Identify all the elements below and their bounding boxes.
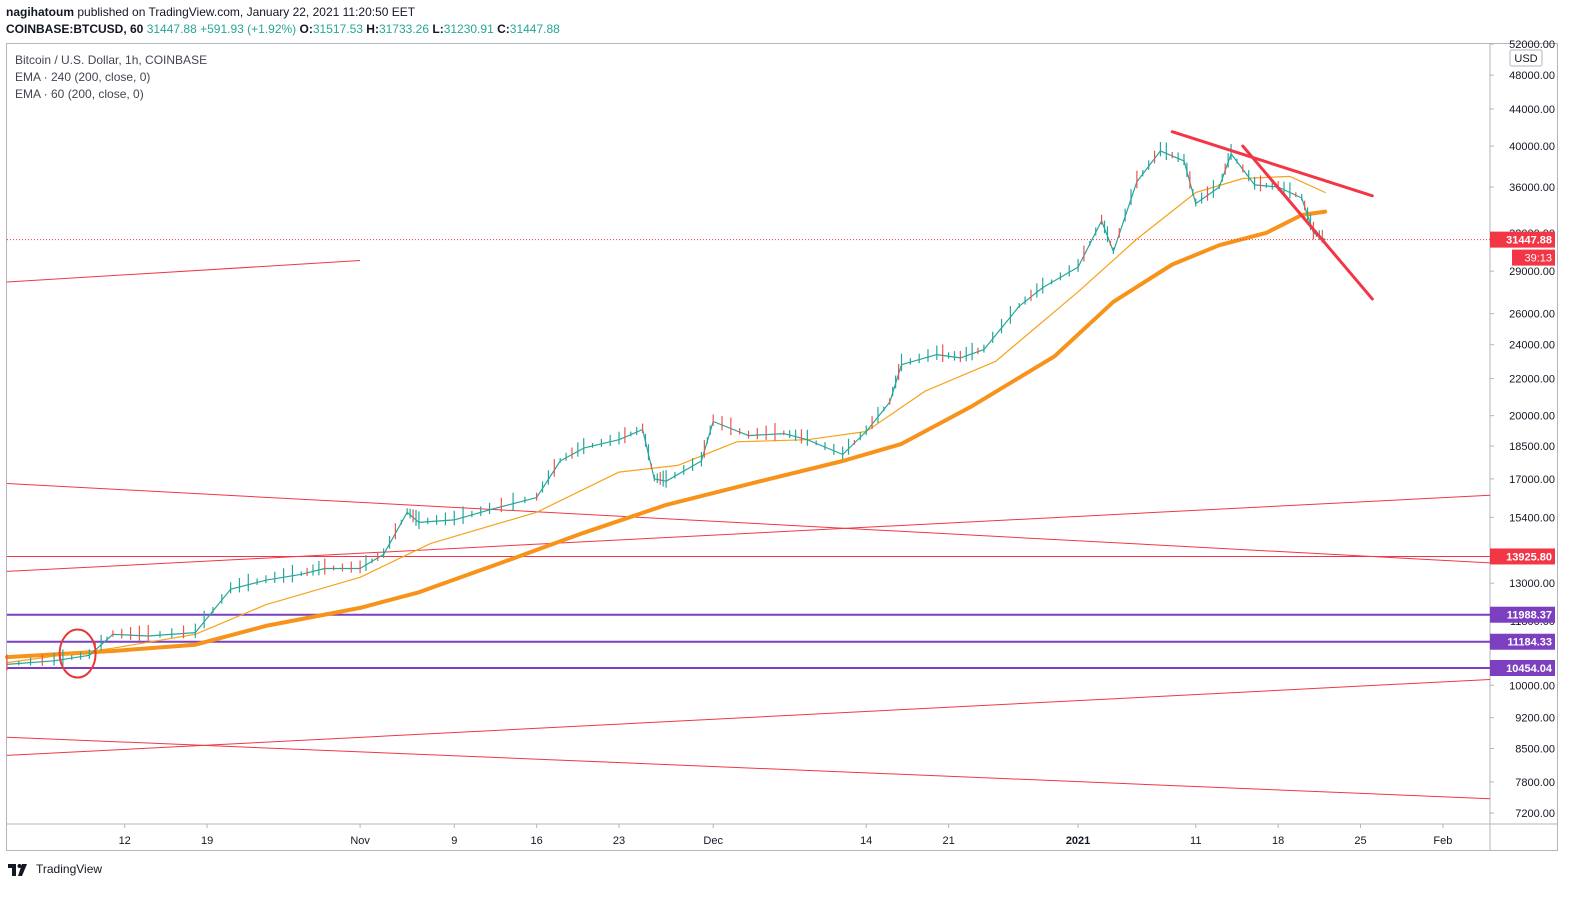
x-tick-label: 11 [1190,835,1201,847]
last-price-badge [1490,231,1555,248]
y-tick-label: 15400.00 [1509,512,1555,524]
legend-ema60[interactable]: EMA · 60 (200, close, 0) [15,87,144,101]
ohlc-line: COINBASE:BTCUSD, 60 31447.88 +591.93 (+1… [6,21,560,37]
trendline-thick[interactable] [1241,144,1374,301]
x-tick-label: 21 [942,835,954,847]
legend-ema240[interactable]: EMA · 240 (200, close, 0) [15,70,151,84]
x-tick-label: Dec [703,835,723,847]
publisher-name[interactable]: nagihatoum [6,5,74,19]
last-price-value: 31447.88 [146,22,197,36]
trendline[interactable] [6,736,1491,800]
y-tick-label: 10000.00 [1509,680,1555,692]
y-tick-label: 7800.00 [1515,777,1555,789]
y-tick-label: 18500.00 [1509,441,1555,453]
x-tick-label: Nov [350,835,370,847]
horizontal-level-badge [1490,659,1555,676]
x-tick-label: Feb [1433,835,1452,847]
countdown-label: 39:13 [1524,253,1552,265]
y-tick-label: 22000.00 [1509,374,1555,386]
countdown-badge [1512,249,1555,266]
trendline[interactable] [6,494,1491,572]
close-label: C: [497,22,510,36]
y-tick-label: 24000.00 [1509,340,1555,352]
horizontal-level-label: 13925.80 [1506,551,1552,563]
close-value: 31447.88 [509,22,560,36]
y-tick-label: 7200.00 [1515,808,1555,820]
high-label: H: [366,22,379,36]
trendline[interactable] [6,678,1491,756]
tradingview-logo-icon [8,864,27,876]
currency-label: USD [1514,53,1537,65]
x-tick-label: 9 [451,835,457,847]
y-tick-label: 29000.00 [1509,266,1555,278]
x-tick-label: 2021 [1066,835,1090,847]
y-tick-label: 13000.00 [1509,578,1555,590]
y-tick-label: 48000.00 [1509,70,1555,82]
open-label: O: [299,22,313,36]
chart-legend: Bitcoin / U.S. Dollar, 1h, COINBASE EMA … [15,52,207,103]
horizontal-level-badge [1490,606,1555,623]
horizontal-level-badge [1490,548,1555,565]
legend-title: Bitcoin / U.S. Dollar, 1h, COINBASE [15,53,208,67]
horizontal-level-label: 10454.04 [1506,663,1553,675]
y-tick-label: 9200.00 [1515,713,1555,725]
y-tick-label: 44000.00 [1509,104,1555,116]
x-tick-label: 12 [119,835,131,847]
x-tick-label: 23 [613,835,625,847]
trendline[interactable] [6,260,361,283]
symbol-label: COINBASE:BTCUSD, 60 [6,22,144,36]
x-tick-label: 18 [1272,835,1284,847]
highlight-circle[interactable] [58,628,97,679]
price-change-value: +591.93 (+1.92%) [200,22,297,36]
horizontal-level-label: 11988.37 [1507,610,1552,622]
y-tick-label: 8500.00 [1515,743,1555,755]
y-tick-label: 36000.00 [1509,182,1555,194]
low-value: 31230.91 [443,22,494,36]
x-tick-label: 19 [201,835,213,847]
x-tick-label: 14 [860,835,872,847]
y-tick-label: 40000.00 [1509,141,1555,153]
trendline-thick[interactable] [1170,130,1374,198]
publisher-line: nagihatoum published on TradingView.com,… [6,4,415,20]
y-tick-label: 17000.00 [1509,474,1555,486]
ema240-line[interactable] [5,209,1328,660]
published-text: published on TradingView.com, January 22… [77,5,416,19]
trendline[interactable] [6,482,1491,564]
tradingview-footer[interactable]: TradingView [8,862,102,876]
open-value: 31517.53 [312,22,363,36]
horizontal-level-badge [1490,633,1555,650]
tradingview-brand: TradingView [36,862,103,876]
last-price-label: 31447.88 [1506,235,1552,247]
chart-frame [6,43,1558,851]
high-value: 31733.26 [378,22,430,36]
y-tick-label: 20000.00 [1509,411,1555,423]
x-tick-label: 16 [531,835,543,847]
low-label: L: [432,22,444,36]
y-tick-label: 52000.00 [1509,39,1555,51]
x-tick-label: 25 [1354,835,1366,847]
ema60-line[interactable] [6,175,1326,664]
horizontal-level-label: 11184.33 [1507,637,1552,649]
price-line[interactable] [6,150,1326,665]
y-tick-label: 26000.00 [1509,309,1555,321]
currency-badge[interactable] [1509,49,1543,67]
